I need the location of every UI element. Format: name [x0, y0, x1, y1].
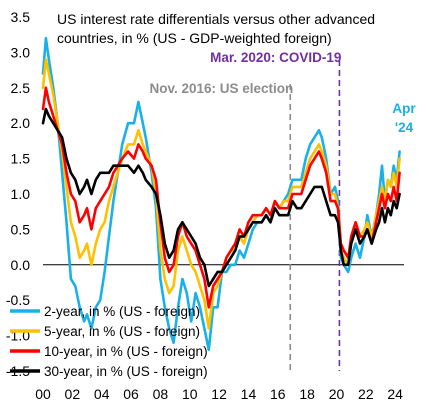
- legend-label: 30-year, in % (US - foreign): [44, 364, 208, 379]
- y-axis-tick-labels: 3.53.02.52.01.51.00.50.0-0.5-1.0-1.5: [6, 9, 30, 379]
- y-tick-label: 0.5: [11, 221, 31, 237]
- x-tick-label: 18: [299, 386, 315, 402]
- x-tick-label: 02: [65, 386, 81, 402]
- election-annotation: Nov. 2016: US election: [149, 81, 293, 96]
- legend: 2-year, in % (US - foreign) 5-year, in % …: [10, 304, 208, 379]
- series-line-5-year: [41, 58, 401, 330]
- y-tick-label: 3.5: [11, 9, 31, 25]
- legend-label: 5-year, in % (US - foreign): [44, 324, 200, 339]
- x-tick-label: 06: [123, 386, 139, 402]
- series-lines: [41, 36, 401, 352]
- series-line-10-year: [41, 86, 401, 309]
- series-line-30-year: [41, 107, 401, 288]
- x-tick-label: 16: [270, 386, 286, 402]
- legend-label: 2-year, in % (US - foreign): [44, 304, 200, 319]
- chart-title-line: countries, in % (US - GDP-weighted forei…: [57, 30, 332, 46]
- y-tick-label: 0.0: [11, 257, 31, 273]
- latest-date-annotation: Apr: [392, 101, 416, 116]
- y-tick-label: 2.5: [11, 80, 31, 96]
- y-tick-label: 3.0: [11, 44, 31, 60]
- y-tick-label: 2.0: [11, 115, 31, 131]
- chart-title-line: US interest rate differentials versus ot…: [57, 11, 375, 27]
- x-tick-label: 00: [35, 386, 51, 402]
- x-tick-label: 20: [329, 386, 345, 402]
- y-tick-label: 1.5: [11, 151, 31, 167]
- legend-label: 10-year, in % (US - foreign): [44, 344, 208, 359]
- x-tick-label: 08: [153, 386, 169, 402]
- series-line-2-year: [41, 36, 401, 352]
- x-axis-tick-labels: 00 02 04 06 08 10 12 14 16 18 20 22 24: [35, 386, 403, 402]
- covid-annotation: Mar. 2020: COVID-19: [210, 50, 341, 65]
- x-tick-label: 10: [182, 386, 198, 402]
- y-tick-label: -0.5: [6, 292, 30, 308]
- x-tick-label: 04: [94, 386, 110, 402]
- chart-title: US interest rate differentials versus ot…: [57, 11, 375, 46]
- x-tick-label: 22: [358, 386, 374, 402]
- x-tick-label: 12: [211, 386, 227, 402]
- y-tick-label: 1.0: [11, 186, 31, 202]
- annotations: Nov. 2016: US election Mar. 2020: COVID-1…: [149, 50, 416, 135]
- x-tick-label: 14: [241, 386, 257, 402]
- x-tick-label: 24: [387, 386, 403, 402]
- latest-date-annotation: '24: [395, 120, 414, 135]
